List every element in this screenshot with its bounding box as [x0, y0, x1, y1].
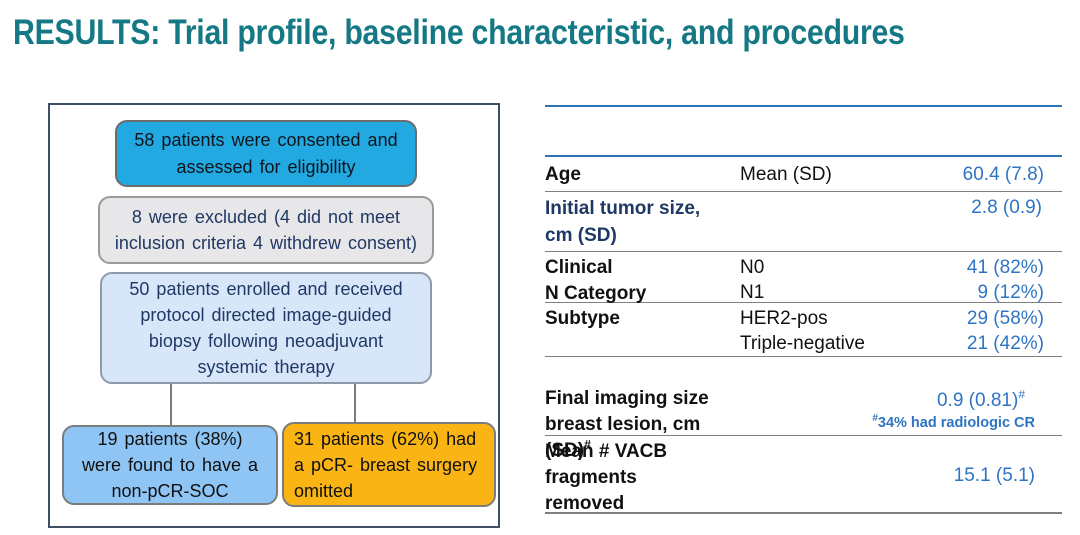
age-label: Age — [545, 163, 581, 185]
table-header-empty — [545, 107, 1062, 157]
n-category-values: 41 (82%) 9 (12%) — [966, 257, 1044, 303]
vacb-value: 15.1 (5.1) — [953, 465, 1035, 486]
flow-box-enrolled: 50 patients enrolled and received protoc… — [100, 272, 432, 384]
flow-box-non-pcr: 19 patients (38%) were found to have a n… — [62, 425, 278, 505]
final-imaging-label-sup: # — [584, 437, 591, 452]
connector-line-left — [170, 384, 172, 425]
trial-profile-flowchart: 58 patients were consented and assessed … — [48, 103, 500, 528]
age-value: 60.4 (7.8) — [962, 163, 1044, 185]
radiologic-cr-footnote: #34% had radiologic CR — [872, 413, 1035, 431]
subtype-sub-labels: HER2-pos Triple-negative — [740, 308, 865, 354]
flow-box-consented: 58 patients were consented and assessed … — [115, 120, 417, 187]
table-row-n-category: Clinical N Category N0 N1 41 (82%) 9 (12… — [545, 252, 1062, 304]
connector-line-right — [354, 384, 356, 425]
table-row-subtype: Subtype HER2-pos Triple-negative 29 (58%… — [545, 303, 1062, 357]
table-row-vacb-fragments: Mean # VACB fragments removed 15.1 (5.1) — [545, 436, 1062, 514]
subtype-values: 29 (58%) 21 (42%) — [966, 308, 1044, 354]
subtype-label: Subtype — [545, 308, 620, 329]
table-row-initial-tumor-size: Initial tumor size, cm (SD) 2.8 (0.9) — [545, 192, 1062, 252]
final-imaging-label-top: Final imaging size breast lesion, cm — [545, 388, 709, 435]
flow-box-excluded: 8 were excluded (4 did not meet inclusio… — [98, 196, 434, 264]
n-category-label: Clinical N Category — [545, 257, 647, 304]
n-category-sub-labels: N0 N1 — [740, 257, 765, 303]
baseline-characteristics-table: Age Mean (SD) 60.4 (7.8) Initial tumor s… — [545, 105, 1062, 514]
vacb-label: Mean # VACB fragments removed — [545, 441, 668, 514]
table-row-final-imaging-size: Final imaging size breast lesion, cm (SD… — [545, 357, 1062, 461]
age-sub-label: Mean (SD) — [740, 163, 832, 185]
page-title: RESULTS: Trial profile, baseline charact… — [13, 13, 905, 52]
tumor-size-label: Initial tumor size, cm (SD) — [545, 198, 701, 246]
final-imaging-value: 0.9 (0.81)# — [936, 387, 1025, 411]
final-imaging-label-bottom: (SD) — [545, 440, 585, 461]
table-row-age: Age Mean (SD) 60.4 (7.8) — [545, 157, 1062, 192]
flow-box-pcr: 31 patients (62%) had a pCR- breast surg… — [282, 422, 496, 507]
tumor-size-value: 2.8 (0.9) — [971, 197, 1042, 218]
final-imaging-label: Final imaging size breast lesion, cm (SD… — [545, 357, 740, 461]
